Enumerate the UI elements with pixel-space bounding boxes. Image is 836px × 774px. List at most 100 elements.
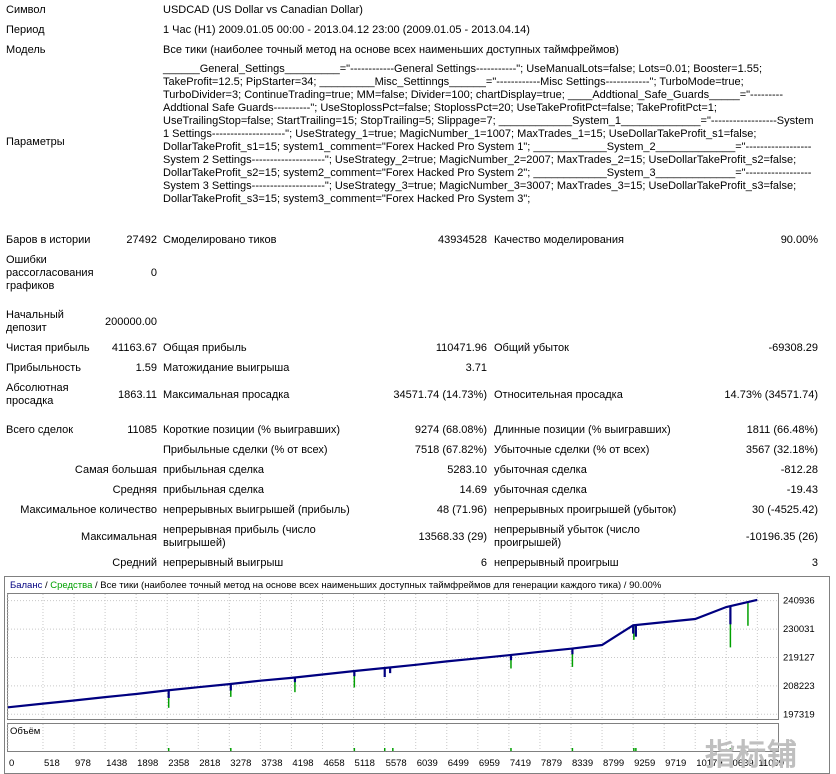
maximal-label: Максимальная — [81, 531, 157, 543]
average-label: Средняя — [112, 484, 157, 496]
x-tick-label: 6959 — [479, 758, 500, 769]
max-dd-value: 34571.74 (14.73%) — [393, 389, 487, 401]
x-tick-label: 2358 — [168, 758, 189, 769]
x-tick-label: 4198 — [292, 758, 313, 769]
params-label: Параметры — [6, 136, 65, 148]
bars-label: Баров в истории — [6, 234, 91, 246]
volume-label: Объём — [10, 726, 40, 737]
x-tick-label: 7419 — [510, 758, 531, 769]
period-label: Период — [6, 24, 45, 36]
long-value: 1811 (66.48%) — [746, 424, 818, 436]
x-tick-label: 518 — [44, 758, 60, 769]
y-tick-label: 230031 — [783, 624, 815, 635]
x-tick-label: 3278 — [230, 758, 251, 769]
avg-wins-label: непрерывный выигрыш — [163, 557, 284, 569]
y-tick-label: 219127 — [783, 652, 815, 663]
maximal-loss-value: -10196.35 (26) — [745, 531, 818, 543]
largest-loss-value: -812.28 — [780, 464, 818, 476]
period-value: 1 Час (H1) 2009.01.05 00:00 - 2013.04.12… — [163, 24, 530, 36]
avg-wins-value: 6 — [480, 557, 487, 569]
maximal-profit-value: 13568.33 (29) — [418, 531, 488, 543]
x-tick-label: 11099 — [758, 758, 784, 769]
profit-trades-label: Прибыльные сделки (% от всех) — [163, 444, 328, 456]
avg-label: Средний — [112, 557, 157, 569]
y-tick-labels: 240936 230031 219127 208223 197319 — [783, 596, 815, 721]
errors-value: 0 — [150, 267, 157, 279]
balance-chart: 240936 230031 219127 208223 197319 0 518 978 14… — [4, 576, 830, 774]
gross-profit-value: 110471.96 — [435, 342, 487, 354]
x-tick-label: 3738 — [261, 758, 282, 769]
maximal-profit-label: непрерывная прибыль (число выигрышей) — [163, 524, 316, 549]
expected-value: 3.71 — [465, 362, 487, 374]
volume-border — [7, 723, 779, 752]
x-tick-label: 10639 — [727, 758, 753, 769]
gross-loss-value: -69308.29 — [768, 342, 818, 354]
x-tick-label: 6039 — [417, 758, 438, 769]
plot-border — [7, 593, 779, 720]
model-value: Все тики (наиболее точный метод на основ… — [163, 44, 619, 56]
volume-bars — [167, 748, 732, 751]
x-tick-label: 4658 — [323, 758, 344, 769]
params-value: ______General_Settings_________="-------… — [163, 63, 814, 205]
rel-dd-label: Относительная просадка — [494, 389, 623, 401]
x-tick-label: 1898 — [137, 758, 158, 769]
average-profit-value: 14.69 — [459, 484, 487, 496]
x-tick-label: 8799 — [603, 758, 624, 769]
avg-losses-value: 3 — [811, 557, 818, 569]
maxcount-losses-label: непрерывных проигрышей (убыток) — [494, 504, 677, 516]
maxcount-losses-value: 30 (-4525.42) — [751, 504, 818, 516]
deposit-value: 200000.00 — [105, 316, 157, 328]
x-tick-label: 5118 — [355, 758, 375, 769]
quality-value: 90.00% — [780, 234, 818, 246]
symbol-label: Символ — [6, 4, 46, 16]
abs-dd-value: 1863.11 — [118, 389, 157, 401]
symbol-value: USDCAD (US Dollar vs Canadian Dollar) — [163, 4, 363, 16]
largest-profit-value: 5283.10 — [447, 464, 487, 476]
x-tick-label: 8339 — [572, 758, 593, 769]
largest-profit-label: прибыльная сделка — [163, 464, 265, 476]
loss-trades-label: Убыточные сделки (% от всех) — [494, 444, 650, 456]
average-loss-value: -19.43 — [786, 484, 818, 496]
loss-trades-value: 3567 (32.18%) — [745, 444, 818, 456]
net-label: Чистая прибыль — [6, 342, 90, 354]
errors-label: Ошибки рассогласования графиков — [6, 254, 94, 292]
chart-grid — [7, 594, 779, 719]
balance-line — [7, 598, 758, 709]
site-watermark: 指标铺 — [705, 738, 798, 773]
x-tick-label: 978 — [75, 758, 91, 769]
y-tick-label: 197319 — [783, 709, 815, 720]
chart-header: Баланс / Средства / Все тики (наиболее т… — [10, 580, 662, 591]
max-dd-label: Максимальная просадка — [163, 389, 290, 401]
maxcount-wins-label: непрерывных выигрышей (прибыль) — [163, 504, 350, 516]
largest-label: Самая большая — [74, 464, 157, 476]
x-tick-label: 6499 — [448, 758, 469, 769]
abs-dd-label: Абсолютная просадка — [6, 382, 69, 407]
maximal-loss-label: непрерывный убыток (число проигрышей) — [494, 524, 640, 549]
profit-trades-value: 7518 (67.82%) — [414, 444, 487, 456]
net-value: 41163.67 — [111, 342, 157, 354]
expected-label: Матожидание выигрыша — [163, 362, 290, 374]
total-value: 11085 — [127, 424, 157, 436]
maxcount-wins-value: 48 (71.96) — [436, 504, 487, 516]
ticks-value: 43934528 — [438, 234, 487, 246]
average-profit-label: прибыльная сделка — [163, 484, 265, 496]
chart-frame — [4, 576, 830, 774]
pf-value: 1.59 — [135, 362, 157, 374]
legend-balance: Баланс — [10, 580, 43, 591]
pf-label: Прибыльность — [6, 362, 81, 374]
rel-dd-value: 14.73% (34571.74) — [724, 389, 818, 401]
y-tick-label: 208223 — [783, 681, 815, 692]
largest-loss-label: убыточная сделка — [494, 464, 587, 476]
legend-sep: / — [42, 580, 50, 591]
x-tick-label: 2818 — [199, 758, 220, 769]
quality-label: Качество моделирования — [494, 234, 624, 246]
legend-equity: Средства — [50, 580, 93, 591]
x-tick-label: 5578 — [386, 758, 407, 769]
x-tick-label: 7879 — [541, 758, 562, 769]
x-tick-label: 9719 — [665, 758, 686, 769]
chart-description: / Все тики (наиболее точный метод на осн… — [92, 580, 661, 591]
deposit-label: Начальный депозит — [6, 309, 64, 334]
long-label: Длинные позиции (% выигравших) — [494, 424, 671, 436]
average-loss-label: убыточная сделка — [494, 484, 587, 496]
model-label: Модель — [6, 44, 46, 56]
